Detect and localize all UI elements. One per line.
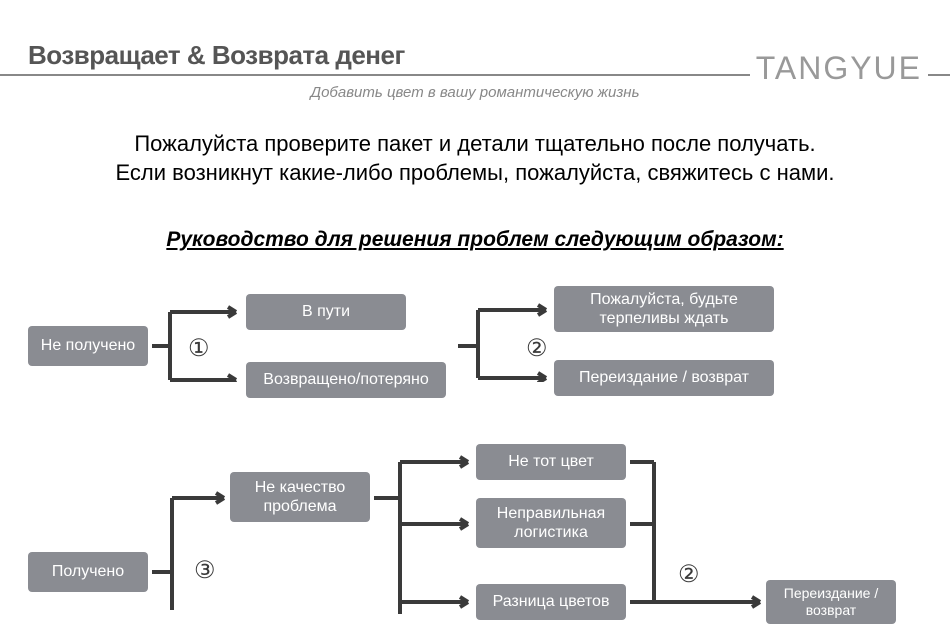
node-reissue-refund: Переиздание / возврат — [554, 360, 774, 396]
node-be-patient: Пожалуйста, будьте терпеливы ждать — [554, 286, 774, 332]
node-not-received: Не получено — [28, 326, 148, 366]
node-not-quality: Не качество проблема — [230, 472, 370, 522]
node-color-diff: Разница цветов — [476, 584, 626, 620]
node-wrong-logistics: Неправильная логистика — [476, 498, 626, 548]
guide-heading: Руководство для решения проблем следующи… — [0, 228, 950, 252]
intro-line1: Пожалуйста проверите пакет и детали тщат… — [0, 130, 950, 159]
node-in-transit: В пути — [246, 294, 406, 330]
arrow-icon — [626, 454, 770, 614]
arrow-icon — [148, 490, 234, 610]
arrow-icon — [148, 302, 250, 382]
tagline: Добавить цвет в вашу романтическую жизнь — [0, 84, 950, 101]
arrow-icon — [370, 454, 480, 614]
node-returned-lost: Возвращено/потеряно — [246, 362, 446, 398]
node-reissue-refund2: Переиздание / возврат — [766, 580, 896, 624]
node-received: Получено — [28, 552, 148, 592]
arrow-icon — [454, 298, 558, 382]
node-wrong-color: Не тот цвет — [476, 444, 626, 480]
brand-logo: TANGYUE — [750, 50, 928, 87]
intro-text: Пожалуйста проверите пакет и детали тщат… — [0, 130, 950, 187]
intro-line2: Если возникнут какие-либо проблемы, пожа… — [0, 159, 950, 188]
